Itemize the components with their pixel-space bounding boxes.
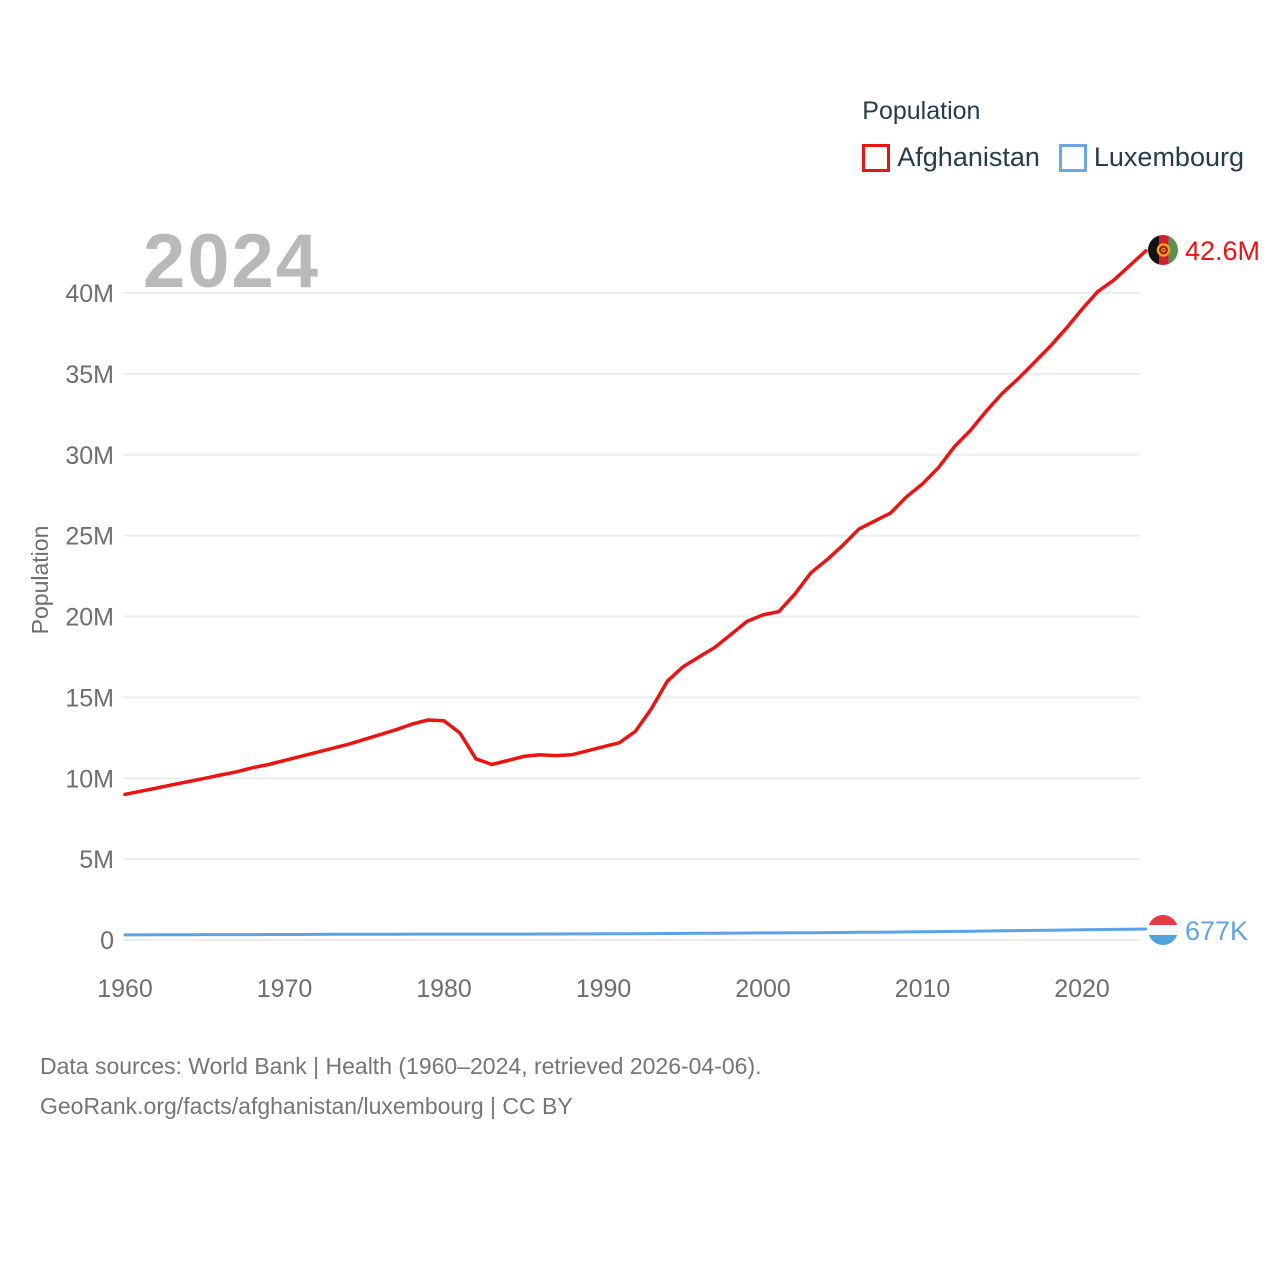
y-tick-label: 35M bbox=[65, 361, 114, 389]
legend-label-luxembourg: Luxembourg bbox=[1093, 142, 1244, 172]
year-watermark: 2024 bbox=[143, 219, 321, 304]
y-tick-label: 30M bbox=[65, 442, 114, 470]
luxembourg-line bbox=[123, 927, 1148, 937]
legend-row: Afghanistan Luxembourg bbox=[862, 142, 1244, 173]
afghanistan-swatch-icon bbox=[862, 143, 891, 172]
luxembourg-swatch-icon bbox=[1058, 143, 1087, 172]
y-tick-label: 5M bbox=[79, 846, 114, 874]
x-tick-label: 1980 bbox=[416, 975, 472, 1003]
afghanistan-end-value: 42.6M bbox=[1185, 236, 1261, 266]
legend-item-luxembourg[interactable]: Luxembourg bbox=[1058, 142, 1244, 173]
y-tick-label: 25M bbox=[65, 523, 114, 551]
y-tick-label: 0 bbox=[100, 927, 114, 955]
luxembourg-end-value: 677K bbox=[1185, 916, 1249, 946]
legend-title: Population bbox=[862, 97, 981, 125]
legend-item-afghanistan[interactable]: Afghanistan bbox=[862, 142, 1040, 173]
source-url-line: GeoRank.org/facts/afghanistan/luxembourg… bbox=[40, 1093, 573, 1119]
x-tick-label: 1990 bbox=[576, 975, 632, 1003]
legend-label-afghanistan: Afghanistan bbox=[897, 142, 1040, 172]
y-tick-label: 40M bbox=[65, 280, 114, 308]
y-tick-label: 15M bbox=[65, 684, 114, 712]
afghanistan-line bbox=[123, 249, 1148, 797]
afghanistan-flag-icon bbox=[1148, 235, 1178, 265]
chart-legend: Population Afghanistan Luxembourg bbox=[862, 97, 1244, 173]
luxembourg-flag-icon bbox=[1148, 915, 1178, 945]
x-tick-label: 2000 bbox=[735, 975, 791, 1003]
x-tick-label: 1970 bbox=[257, 975, 313, 1003]
attribution-footer: Data sources: World Bank | Health (1960–… bbox=[40, 1046, 762, 1126]
y-axis-title: Population bbox=[27, 526, 53, 635]
y-tick-label: 20M bbox=[65, 604, 114, 632]
x-tick-label: 2020 bbox=[1054, 975, 1110, 1003]
x-tick-label: 1960 bbox=[97, 975, 153, 1003]
data-sources-line: Data sources: World Bank | Health (1960–… bbox=[40, 1053, 762, 1079]
x-tick-label: 2010 bbox=[895, 975, 951, 1003]
y-tick-label: 10M bbox=[65, 765, 114, 793]
